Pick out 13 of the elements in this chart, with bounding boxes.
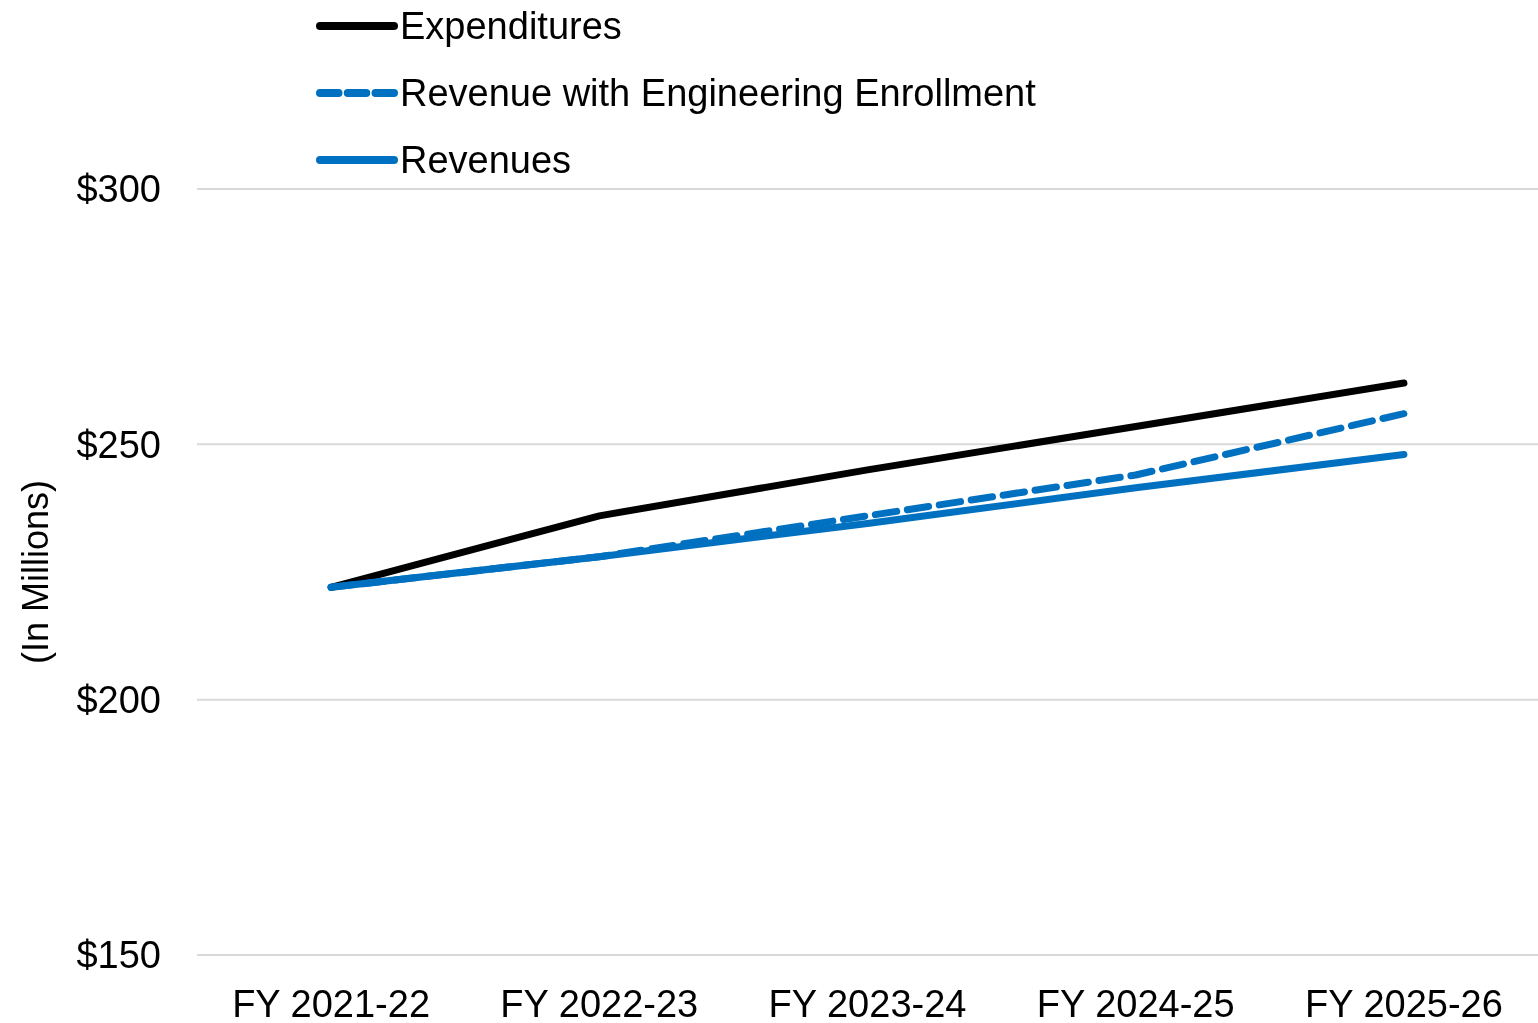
y-tick-label: $150 [76, 934, 161, 977]
legend-label: Expenditures [400, 5, 622, 48]
legend-label: Revenue with Engineering Enrollment [400, 72, 1037, 115]
x-tick-label: FY 2021-22 [232, 983, 431, 1023]
x-tick-label: FY 2022-23 [500, 983, 699, 1023]
x-tick-label: FY 2024-25 [1036, 983, 1235, 1023]
x-tick-label: FY 2023-24 [768, 983, 967, 1023]
y-tick-label: $250 [76, 423, 161, 466]
x-tick-label: FY 2025-26 [1304, 983, 1503, 1023]
y-tick-label: $300 [76, 168, 161, 211]
legend-label: Revenues [400, 139, 572, 182]
y-axis-title: (In Millions) [15, 479, 56, 665]
y-tick-label: $200 [76, 678, 161, 721]
